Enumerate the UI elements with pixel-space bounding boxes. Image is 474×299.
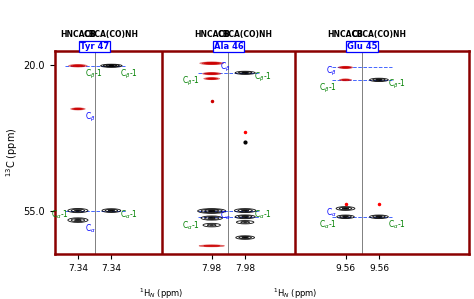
Ellipse shape (377, 216, 381, 217)
Ellipse shape (109, 210, 113, 211)
Text: C$_\alpha$-1: C$_\alpha$-1 (51, 209, 69, 222)
Text: C$_\beta$-1: C$_\beta$-1 (85, 68, 102, 80)
Text: C$_\beta$-1: C$_\beta$-1 (120, 68, 138, 80)
Ellipse shape (204, 245, 219, 246)
Text: C$_\beta$-1: C$_\beta$-1 (182, 75, 201, 89)
Ellipse shape (69, 64, 87, 67)
Text: $^1$H$_N$ (ppm): $^1$H$_N$ (ppm) (273, 287, 318, 299)
Text: C$_\beta$-1: C$_\beta$-1 (319, 82, 337, 95)
Ellipse shape (76, 210, 80, 211)
Text: Glu 45: Glu 45 (347, 42, 377, 51)
Ellipse shape (204, 77, 220, 80)
Text: CBCA(CO)NH: CBCA(CO)NH (351, 30, 406, 39)
Ellipse shape (208, 78, 216, 79)
Text: C$_\alpha$-1: C$_\alpha$-1 (319, 219, 337, 231)
Ellipse shape (339, 79, 352, 81)
Ellipse shape (202, 72, 221, 75)
Ellipse shape (71, 65, 85, 67)
Text: C$_\alpha$: C$_\alpha$ (326, 207, 337, 219)
Ellipse shape (74, 108, 82, 109)
Ellipse shape (210, 218, 214, 219)
Ellipse shape (342, 79, 349, 80)
Ellipse shape (76, 220, 80, 221)
Text: C$_\beta$: C$_\beta$ (85, 111, 95, 124)
Text: C$_\beta$-1: C$_\beta$-1 (388, 78, 406, 91)
Text: C$_\alpha$-1: C$_\alpha$-1 (120, 209, 138, 222)
Ellipse shape (71, 108, 85, 110)
Text: C$_\alpha$-1: C$_\alpha$-1 (254, 209, 272, 222)
Text: C$_\beta$: C$_\beta$ (220, 61, 231, 74)
Text: CBCA(CO)NH: CBCA(CO)NH (84, 30, 139, 39)
Text: $^1$H$_N$ (ppm): $^1$H$_N$ (ppm) (139, 287, 184, 299)
Text: HNCACB: HNCACB (194, 30, 229, 39)
Ellipse shape (209, 210, 214, 211)
Ellipse shape (109, 65, 113, 66)
Ellipse shape (243, 216, 247, 217)
Ellipse shape (202, 62, 221, 65)
Text: C$_\alpha$: C$_\alpha$ (220, 209, 231, 222)
Text: C$_\alpha$-1: C$_\alpha$-1 (388, 219, 406, 231)
Text: HNCACB: HNCACB (60, 30, 96, 39)
Text: C$_\beta$-1: C$_\beta$-1 (254, 71, 272, 84)
Ellipse shape (344, 208, 347, 209)
Ellipse shape (206, 78, 218, 80)
Ellipse shape (344, 216, 347, 217)
Y-axis label: $^{13}$C (ppm): $^{13}$C (ppm) (5, 128, 20, 177)
Text: Ala 46: Ala 46 (214, 42, 243, 51)
Text: CBCA(CO)NH: CBCA(CO)NH (218, 30, 273, 39)
Ellipse shape (338, 66, 353, 69)
Ellipse shape (207, 63, 217, 64)
Text: HNCACB: HNCACB (328, 30, 364, 39)
Ellipse shape (342, 67, 349, 68)
Ellipse shape (199, 245, 224, 247)
Ellipse shape (73, 108, 83, 110)
Text: C$_\alpha$-1: C$_\alpha$-1 (182, 220, 201, 232)
Text: C$_\alpha$: C$_\alpha$ (85, 222, 95, 235)
Ellipse shape (204, 62, 219, 64)
Text: C$_\beta$: C$_\beta$ (326, 65, 337, 78)
Ellipse shape (200, 62, 224, 65)
Text: Tyr 47: Tyr 47 (80, 42, 109, 51)
Ellipse shape (244, 237, 247, 238)
Ellipse shape (73, 65, 82, 66)
Ellipse shape (207, 73, 217, 74)
Ellipse shape (340, 66, 351, 68)
Ellipse shape (243, 210, 247, 211)
Ellipse shape (205, 73, 219, 74)
